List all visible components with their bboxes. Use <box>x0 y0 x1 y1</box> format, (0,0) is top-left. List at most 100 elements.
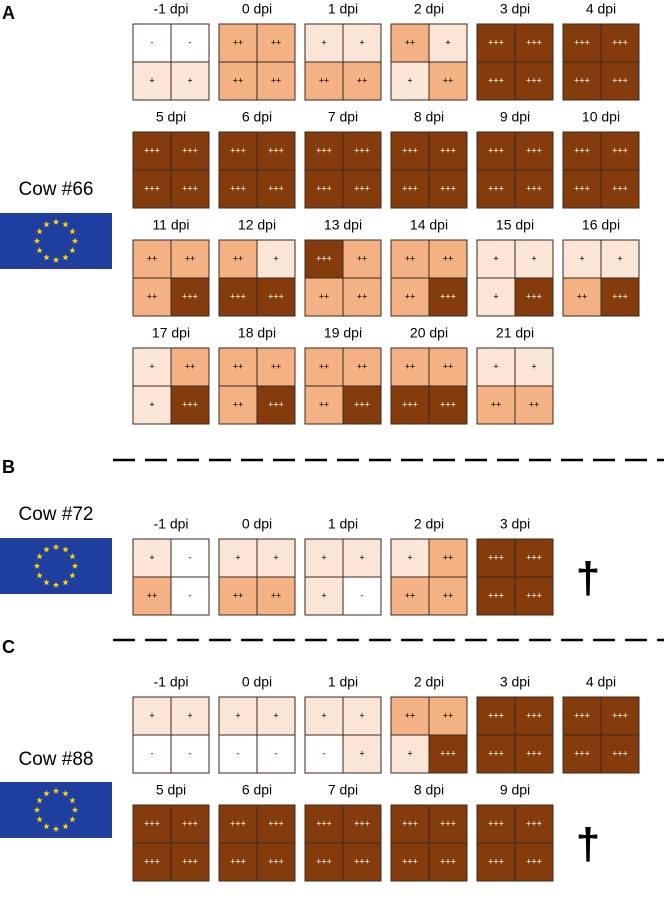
cell <box>428 538 468 578</box>
cell-value: - <box>189 552 192 562</box>
cell <box>256 804 296 844</box>
cell-value: ++ <box>443 361 454 371</box>
death-marker: † <box>576 820 600 869</box>
cell <box>256 734 296 774</box>
cell-value: ++ <box>443 710 454 720</box>
cell <box>342 696 382 736</box>
flag-star <box>62 579 69 586</box>
day-label: 8 dpi <box>414 109 444 125</box>
cell-value: +++ <box>488 856 504 866</box>
cell-value: ++ <box>405 253 416 263</box>
cell <box>342 842 382 882</box>
cell-value: ++ <box>233 75 244 85</box>
cell <box>390 239 430 279</box>
cell <box>132 842 172 882</box>
cell-value: +++ <box>612 145 628 155</box>
cell-value: +++ <box>612 291 628 301</box>
cell <box>514 61 554 101</box>
cell-value: ++ <box>357 253 368 263</box>
cell-value: +++ <box>440 291 456 301</box>
cell <box>218 538 258 578</box>
day-label: 1 dpi <box>328 674 358 690</box>
cell <box>132 696 172 736</box>
cell-value: +++ <box>230 183 246 193</box>
cell <box>170 23 210 63</box>
cell <box>342 23 382 63</box>
cell <box>428 61 468 101</box>
cell-value: + <box>493 361 498 371</box>
flag-star <box>69 553 76 560</box>
cell <box>600 277 640 317</box>
day-label: 5 dpi <box>156 782 186 798</box>
cell-value: ++ <box>443 552 454 562</box>
cell-value: +++ <box>526 552 542 562</box>
cell <box>514 277 554 317</box>
cell-value: +++ <box>230 818 246 828</box>
cell-value: +++ <box>488 183 504 193</box>
cell <box>304 131 344 171</box>
cell-value: + <box>235 552 240 562</box>
cell-value: +++ <box>488 75 504 85</box>
cell-value: +++ <box>354 818 370 828</box>
cell-value: + <box>359 552 364 562</box>
cell <box>218 842 258 882</box>
day-label: 16 dpi <box>582 217 620 233</box>
cell-value: ++ <box>443 75 454 85</box>
cell <box>170 277 210 317</box>
cell-value: ++ <box>357 75 368 85</box>
cell <box>132 804 172 844</box>
day-label: 10 dpi <box>582 109 620 125</box>
cell <box>170 385 210 425</box>
cell-value: ++ <box>443 253 454 263</box>
cell <box>476 385 516 425</box>
cell-value: + <box>149 399 154 409</box>
cell <box>342 61 382 101</box>
cell-value: +++ <box>268 399 284 409</box>
flag-star <box>36 228 43 235</box>
cell-value: ++ <box>271 590 282 600</box>
flag-star <box>43 546 50 553</box>
cell-value: +++ <box>488 590 504 600</box>
cell-value: - <box>189 748 192 758</box>
panel-label: B <box>2 457 15 477</box>
cell-value: + <box>149 710 154 720</box>
cell-value: ++ <box>405 590 416 600</box>
cell-value: - <box>151 748 154 758</box>
cell <box>428 576 468 616</box>
panel-label: C <box>2 637 15 657</box>
day-label: 1 dpi <box>328 516 358 532</box>
flag-star <box>36 797 43 804</box>
cell-value: +++ <box>182 856 198 866</box>
cell <box>342 131 382 171</box>
cell-value: +++ <box>612 75 628 85</box>
flag-star <box>71 562 79 569</box>
day-label: 12 dpi <box>238 217 276 233</box>
cell-value: ++ <box>233 361 244 371</box>
cell <box>170 804 210 844</box>
cell-value: +++ <box>526 818 542 828</box>
cell-value: + <box>407 552 412 562</box>
cell-value: +++ <box>526 710 542 720</box>
day-label: 5 dpi <box>156 109 186 125</box>
cell <box>514 576 554 616</box>
day-label: -1 dpi <box>153 674 188 690</box>
cell-value: + <box>445 37 450 47</box>
day-label: 18 dpi <box>238 325 276 341</box>
cell-value: +++ <box>526 75 542 85</box>
cell <box>428 385 468 425</box>
cell <box>514 169 554 209</box>
cell <box>390 23 430 63</box>
cell-value: +++ <box>402 183 418 193</box>
eu-flag <box>0 782 112 838</box>
cell <box>514 239 554 279</box>
cell <box>256 842 296 882</box>
cell-value: +++ <box>268 818 284 828</box>
cell <box>342 169 382 209</box>
cell <box>304 169 344 209</box>
cell-value: +++ <box>316 145 332 155</box>
cell-value: +++ <box>612 37 628 47</box>
cell-value: +++ <box>316 818 332 828</box>
day-label: 14 dpi <box>410 217 448 233</box>
cell-value: ++ <box>233 37 244 47</box>
cell <box>476 734 516 774</box>
